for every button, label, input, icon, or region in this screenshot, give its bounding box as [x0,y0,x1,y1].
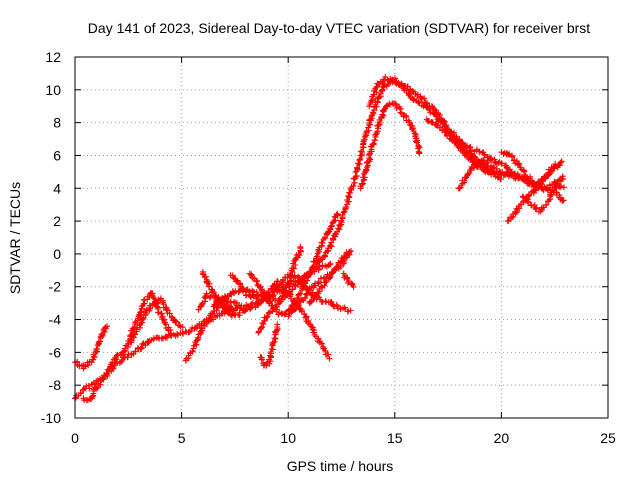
plot-frame [74,56,609,419]
y-tick-label: 0 [53,246,61,262]
series-sat-k [255,243,304,336]
series-sat-p [340,270,357,290]
series-markers [455,156,495,192]
y-tick-label: 10 [45,82,61,98]
y-tick-label: -8 [49,377,62,393]
series-sat-n [285,210,341,315]
series-markers [340,270,357,290]
series-sat-w [504,162,563,225]
series-sat-u [455,156,495,192]
y-tick-label: 8 [53,115,61,131]
x-tick-label: 10 [280,430,296,446]
series-markers [257,321,281,369]
y-tick-label: 6 [53,147,61,163]
series-markers [519,173,567,215]
y-tick-label: -6 [49,344,62,360]
axes: 0 5 10 15 20 25 -10 -8 -6 -4 -2 0 2 4 6 8 10 12 [41,49,616,446]
x-tick-label: 5 [178,430,186,446]
series-markers [357,100,423,192]
data-marks [72,73,567,404]
series-markers [504,162,563,225]
series-sat-q [357,100,423,192]
series-sat-d [125,290,174,344]
series-sat-x [519,173,567,215]
series-markers [285,210,341,315]
x-tick-label: 20 [494,430,510,446]
x-axis-label: GPS time / hours [287,458,394,474]
y-tick-label: 2 [53,213,61,229]
y-tick-label: -4 [49,312,62,328]
series-sat-l [257,321,281,369]
y-tick-label: -2 [49,279,62,295]
x-tick-label: 0 [71,430,79,446]
x-tick-label: 25 [600,430,616,446]
series-markers [255,243,304,336]
y-axis-label: SDTVAR / TECUs [7,182,23,294]
x-tick-label: 15 [387,430,403,446]
series-markers [125,290,174,344]
chart-title: Day 141 of 2023, Sidereal Day-to-day VTE… [88,20,590,36]
y-tick-label: 4 [53,180,61,196]
series-markers [306,248,354,307]
series-sat-o [306,248,354,307]
y-tick-label: 12 [45,49,61,65]
y-tick-label: -10 [41,410,61,426]
